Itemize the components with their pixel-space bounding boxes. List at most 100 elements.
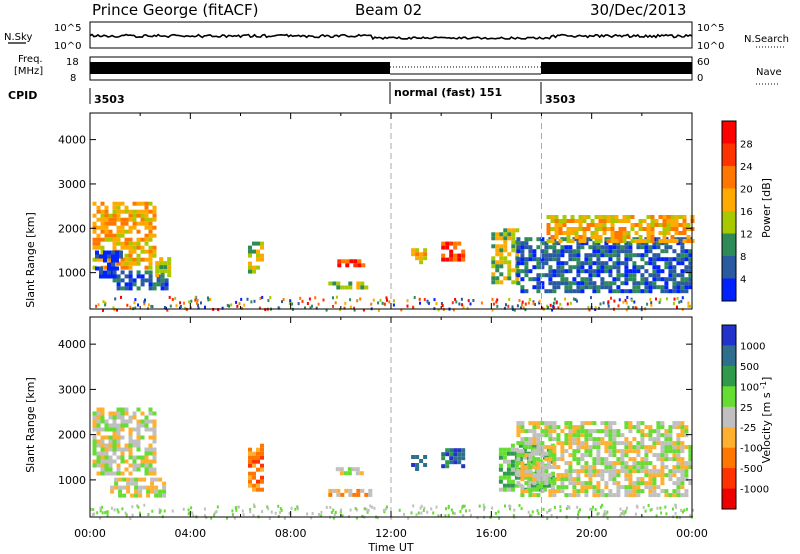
heatmap-cell [660, 257, 665, 262]
heatmap-cell [592, 441, 597, 446]
heatmap-cell [289, 299, 292, 303]
heatmap-cell [688, 285, 693, 290]
heatmap-cell [624, 421, 629, 426]
heatmap-cell [576, 245, 581, 250]
heatmap-cell [556, 437, 561, 442]
heatmap-cell [680, 269, 685, 274]
heatmap-cell [616, 441, 621, 446]
heatmap-cell [140, 217, 145, 222]
heatmap-cell [684, 461, 689, 466]
heatmap-cell [146, 306, 149, 310]
heatmap-cell [140, 463, 145, 468]
heatmap-cell [680, 241, 685, 246]
heatmap-cell [306, 512, 309, 516]
heatmap-cell [433, 298, 436, 302]
heatmap-cell [441, 241, 446, 246]
heatmap-cell [360, 488, 365, 493]
heatmap-cell [592, 429, 597, 434]
heatmap-cell [624, 437, 629, 442]
heatmap-cell [636, 485, 641, 490]
heatmap-cell [96, 237, 101, 242]
heatmap-cell [169, 304, 172, 308]
heatmap-cell [688, 269, 693, 274]
heatmap-cell [148, 229, 153, 234]
heatmap-cell [681, 296, 684, 300]
heatmap-cell [529, 514, 531, 518]
heatmap-cell [159, 265, 164, 270]
heatmap-cell [572, 453, 577, 458]
heatmap-cell [516, 261, 521, 266]
heatmap-cell [116, 209, 121, 214]
heatmap-cell [528, 253, 533, 258]
heatmap-cell [103, 274, 107, 279]
heatmap-cell [660, 449, 665, 454]
heatmap-cell [120, 245, 125, 250]
heatmap-cell [648, 429, 653, 434]
heatmap-cell [495, 260, 500, 265]
heatmap-cell [532, 265, 537, 270]
heatmap-cell [505, 303, 507, 307]
heatmap-cell [600, 421, 605, 426]
heatmap-cell [606, 219, 611, 223]
heatmap-cell [640, 308, 643, 312]
heatmap-cell [148, 274, 153, 279]
heatmap-cell [620, 281, 625, 286]
heatmap-cell [516, 473, 521, 478]
heatmap-cell [538, 301, 541, 305]
heatmap-cell [361, 263, 366, 268]
heatmap-cell [668, 425, 673, 430]
heatmap-cell [646, 223, 651, 227]
heatmap-cell [579, 508, 581, 512]
heatmap-cell [546, 239, 551, 243]
heatmap-cell [104, 225, 109, 230]
heatmap-cell [108, 217, 113, 222]
heatmap-cell [457, 257, 462, 262]
heatmap-cell [546, 227, 551, 231]
heatmap-cell [660, 489, 665, 494]
heatmap-cell [124, 229, 129, 234]
heatmap-cell [652, 281, 657, 286]
heatmap-cell [540, 281, 545, 286]
heatmap-cell [132, 459, 137, 464]
heatmap-cell [116, 415, 121, 420]
heatmap-cell [92, 225, 97, 230]
heatmap-cell [668, 441, 673, 446]
heatmap-cell [560, 489, 565, 494]
heatmap-cell [140, 278, 145, 283]
heatmap-cell [560, 277, 565, 282]
heatmap-cell [687, 304, 690, 308]
heatmap-cell [682, 239, 687, 243]
heatmap-cell [626, 231, 631, 235]
heatmap-cell [616, 429, 621, 434]
heatmap-cell [568, 289, 573, 294]
heatmap-cell [656, 257, 661, 262]
heatmap-cell [299, 296, 302, 300]
heatmap-cell [108, 439, 113, 444]
heatmap-cell [365, 507, 368, 511]
heatmap-cell [112, 427, 117, 432]
heatmap-cell [532, 449, 537, 454]
heatmap-cell [624, 485, 629, 490]
heatmap-cell [288, 512, 291, 515]
heatmap-cell [100, 455, 105, 460]
heatmap-cell [656, 453, 661, 458]
heatmap-cell [146, 489, 151, 494]
heatmap-cell [552, 281, 557, 286]
heatmap-cell [252, 265, 256, 270]
heatmap-cell [650, 507, 653, 511]
heatmap-cell [134, 298, 137, 302]
heatmap-cell [644, 509, 647, 513]
heatmap-cell [510, 487, 515, 492]
heatmap-cell [526, 483, 531, 488]
heatmap-cell [128, 447, 133, 452]
heatmap-cell [632, 277, 637, 282]
heatmap-cell [588, 469, 593, 474]
heatmap-cell [511, 244, 516, 249]
heatmap-cell [100, 427, 105, 432]
heatmap-cell [636, 445, 641, 450]
heatmap-cell [618, 239, 623, 243]
heatmap-cell [588, 285, 593, 290]
heatmap-cell [548, 421, 553, 426]
heatmap-cell [507, 276, 512, 281]
heatmap-cell [130, 481, 135, 486]
